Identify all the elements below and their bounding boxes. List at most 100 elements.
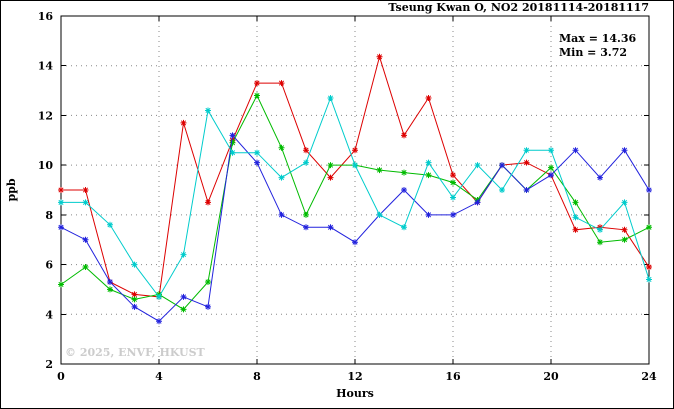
- series-red-point-marker: [205, 199, 211, 206]
- series-cyan-point-marker: [303, 159, 309, 166]
- series-green-point-marker: [58, 281, 64, 288]
- max-annotation: Max = 14.36: [559, 32, 637, 45]
- series-green-point-marker: [621, 236, 628, 243]
- series-green-point-marker: [107, 286, 113, 293]
- series-red-point-marker: [180, 119, 187, 126]
- series-blue-point-marker: [572, 147, 579, 154]
- y-tick-label: 14: [38, 60, 54, 73]
- series-cyan-point-marker: [523, 147, 530, 154]
- series-red-point-marker: [278, 80, 285, 87]
- series-blue-point-marker: [474, 199, 481, 206]
- series-cyan-point-marker: [376, 211, 383, 218]
- series-red-point-marker: [303, 147, 309, 154]
- series-cyan-point-marker: [278, 174, 285, 181]
- watermark: © 2025, ENVF, HKUST: [65, 346, 206, 359]
- gridlines: [61, 16, 649, 364]
- series-cyan-point-marker: [621, 199, 628, 206]
- series-blue-point-marker: [107, 278, 113, 285]
- series-green-point-marker: [254, 92, 260, 99]
- x-axis-label: Hours: [336, 387, 374, 400]
- series-blue-point-marker: [156, 318, 162, 325]
- series-red-point-marker: [523, 159, 530, 166]
- series-cyan-point-marker: [205, 107, 211, 114]
- series-cyan-point-marker: [156, 293, 162, 300]
- series-cyan-point-marker: [548, 147, 554, 154]
- series-green-line: [60, 94, 650, 310]
- series-red-point-marker: [352, 147, 358, 154]
- series-blue-point-marker: [352, 239, 358, 246]
- series-cyan-point-marker: [107, 221, 113, 228]
- axes-ticks: [60, 15, 650, 365]
- series-cyan-point-marker: [180, 251, 187, 258]
- series-blue-point-marker: [327, 224, 334, 231]
- series-green-point-marker: [180, 306, 187, 313]
- series-cyan-point-marker: [597, 226, 603, 233]
- y-tick-label: 16: [38, 10, 54, 23]
- series-cyan-point-marker: [401, 224, 407, 231]
- y-tick-label: 8: [45, 209, 53, 222]
- series-green-point-marker: [303, 211, 309, 218]
- series-blue-point-marker: [58, 224, 64, 231]
- x-tick-label: 8: [253, 370, 261, 383]
- series-blue-point-marker: [499, 162, 505, 169]
- series-red-point-marker: [572, 226, 579, 233]
- series-cyan-point-marker: [499, 187, 505, 193]
- series-cyan-point-marker: [572, 214, 579, 221]
- series-green-point-marker: [82, 264, 89, 271]
- series-red-point-marker: [401, 132, 407, 139]
- series-red-point-marker: [376, 53, 383, 60]
- x-tick-label: 16: [445, 370, 461, 383]
- series-cyan-point-marker: [131, 261, 138, 268]
- series-cyan-point-marker: [425, 159, 432, 166]
- x-tick-label: 0: [57, 370, 65, 383]
- series-cyan-group: [58, 95, 652, 300]
- y-axis-label: ppb: [5, 178, 18, 201]
- y-tick-label: 12: [38, 109, 53, 122]
- series-green-point-marker: [205, 278, 211, 285]
- series-blue-point-marker: [254, 159, 260, 166]
- series-cyan-point-marker: [646, 276, 652, 283]
- series-blue-point-marker: [82, 236, 89, 243]
- chart-title: Tseung Kwan O, NO2 20181114-20181117: [388, 1, 649, 14]
- series-green-point-marker: [425, 172, 432, 179]
- series-green-point-marker: [450, 179, 456, 186]
- series-blue-point-marker: [401, 187, 407, 193]
- series-red-point-marker: [131, 291, 138, 298]
- series-blue-point-marker: [450, 211, 456, 218]
- y-tick-label: 4: [45, 308, 53, 321]
- series-blue-point-marker: [523, 187, 530, 193]
- series-blue-point-marker: [621, 147, 628, 154]
- x-tick-label: 24: [641, 370, 657, 383]
- series-green-point-marker: [548, 164, 554, 171]
- series-blue-point-marker: [278, 211, 285, 218]
- series-green-point-marker: [131, 296, 138, 303]
- series-cyan-point-marker: [58, 199, 64, 206]
- series-cyan-point-marker: [327, 95, 334, 102]
- series-red-point-marker: [425, 95, 432, 102]
- y-tick-label: 2: [45, 358, 53, 371]
- series-red-point-marker: [327, 174, 334, 181]
- series-cyan-point-marker: [82, 199, 89, 206]
- series-blue-point-marker: [131, 303, 138, 310]
- min-annotation: Min = 3.72: [559, 46, 627, 59]
- series-cyan-point-marker: [474, 162, 481, 169]
- series-blue-point-marker: [303, 224, 309, 231]
- x-tick-label: 4: [155, 370, 163, 383]
- series-blue-point-marker: [180, 293, 187, 300]
- series-cyan-point-marker: [254, 149, 260, 156]
- series-green-point-marker: [646, 224, 652, 231]
- series-blue-point-marker: [425, 211, 432, 218]
- series-red-point-marker: [82, 187, 89, 193]
- series-blue-point-marker: [548, 172, 554, 179]
- series-green-point-marker: [327, 162, 334, 169]
- series-green-point-marker: [572, 199, 579, 206]
- y-tick-label: 10: [38, 159, 54, 172]
- x-tick-label: 12: [347, 370, 362, 383]
- series-red-point-marker: [254, 80, 260, 87]
- series-blue-point-marker: [229, 132, 236, 139]
- series-blue-point-marker: [646, 187, 652, 193]
- series-red-point-marker: [646, 264, 652, 271]
- x-tick-label: 20: [543, 370, 559, 383]
